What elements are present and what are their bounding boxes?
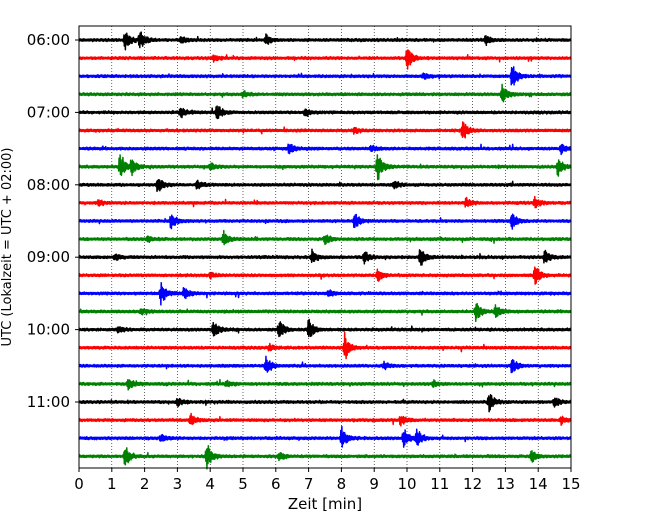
trace-row-6 [78, 143, 572, 156]
y-tick-label: 07:00 [27, 103, 70, 121]
seismic-traces [78, 31, 572, 470]
trace-row-5 [78, 121, 572, 139]
x-axis-label: Zeit [min] [288, 495, 362, 513]
trace-row-13 [78, 266, 572, 285]
x-axis-ticks: 0 1 2 3 4 5 6 7 8 9 10 11 12 13 14 15 [74, 468, 581, 493]
trace-row-17 [78, 331, 572, 360]
trace-row-19 [78, 378, 572, 391]
plot-frame [78, 25, 572, 469]
trace-row-9 [78, 195, 572, 209]
trace-row-14 [78, 282, 572, 306]
y-tick-label: 11:00 [27, 393, 70, 411]
y-tick-label: 10:00 [27, 321, 70, 339]
trace-row-8 [78, 179, 572, 193]
x-tick-label: 7 [304, 475, 314, 493]
trace-row-18 [78, 355, 572, 374]
x-tick-label: 9 [369, 475, 379, 493]
x-tick-label: 10 [397, 475, 416, 493]
x-tick-label: 11 [430, 475, 449, 493]
trace-row-0 [78, 31, 572, 51]
x-tick-label: 5 [238, 475, 248, 493]
trace-row-2 [78, 66, 572, 86]
y-axis-label: UTC (Lokalzeit = UTC + 02:00) [0, 148, 15, 347]
x-tick-label: 14 [529, 475, 548, 493]
x-tick-label: 3 [173, 475, 183, 493]
trace-row-22 [78, 425, 572, 448]
trace-row-7 [78, 154, 572, 181]
trace-row-10 [78, 213, 572, 230]
trace-row-3 [78, 83, 572, 103]
y-tick-label: 08:00 [27, 176, 70, 194]
trace-row-23 [78, 445, 572, 470]
trace-row-15 [78, 302, 572, 323]
trace-row-12 [78, 248, 572, 266]
trace-row-20 [78, 394, 572, 413]
x-tick-label: 6 [271, 475, 281, 493]
x-tick-label: 15 [561, 475, 580, 493]
x-tick-label: 4 [205, 475, 215, 493]
trace-row-4 [78, 105, 572, 120]
trace-row-11 [78, 229, 572, 246]
trace-row-16 [78, 318, 572, 338]
trace-row-21 [78, 412, 572, 427]
x-tick-label: 8 [337, 475, 347, 493]
x-tick-label: 2 [140, 475, 150, 493]
x-tick-label: 1 [107, 475, 117, 493]
x-tick-label: 0 [74, 475, 84, 493]
y-axis-ticks: 06:00 07:00 08:00 09:00 10:00 11:00 [27, 31, 79, 411]
x-tick-label: 12 [463, 475, 482, 493]
trace-row-1 [78, 49, 572, 70]
y-tick-label: 06:00 [27, 31, 70, 49]
y-tick-label: 09:00 [27, 248, 70, 266]
x-tick-label: 13 [496, 475, 515, 493]
